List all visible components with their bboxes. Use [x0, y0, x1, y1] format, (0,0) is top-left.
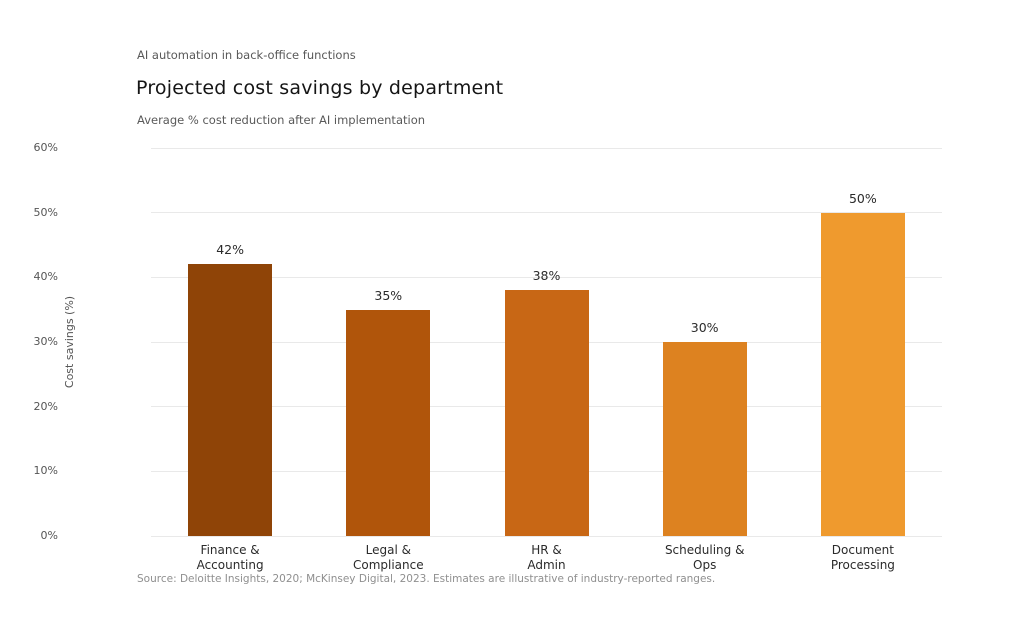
bar-value-label: 42% [216, 242, 244, 258]
y-tick-label: 0% [40, 529, 58, 542]
plot-area: 0% 10% 20% 30% 40% 50% 60% 42% Finance & Accounti… [34, 141, 942, 572]
bar [188, 264, 273, 536]
bar-value-label: 38% [532, 268, 561, 284]
bar [820, 212, 905, 536]
bar-value-label: 30% [690, 320, 719, 335]
y-tick-label: 60% [33, 141, 58, 154]
chart-subtitle: Average % cost reduction after AI implem… [137, 113, 426, 127]
bar [662, 342, 747, 536]
y-tick-label: 50% [33, 205, 58, 219]
bar-value-label: 50% [848, 190, 877, 206]
gridline [151, 147, 942, 149]
chart-title: Projected cost savings by department [136, 77, 504, 99]
gridline [151, 535, 942, 537]
bar [504, 290, 589, 536]
y-tick-label: 40% [33, 270, 58, 284]
x-tick-label: Legal & Compliance [352, 543, 424, 572]
x-tick-label: Scheduling & Ops [664, 543, 745, 572]
gridline [151, 212, 942, 214]
gridline [151, 276, 942, 278]
bar-value-label: 35% [374, 287, 403, 303]
bar [346, 309, 431, 536]
chart-eyebrow: AI automation in back-office functions [137, 48, 356, 62]
source-note: Source: Deloitte Insights, 2020; McKinse… [137, 573, 716, 585]
x-tick-label: HR & Admin [527, 543, 566, 572]
y-tick-label: 30% [33, 335, 58, 348]
y-tick-label: 20% [33, 399, 58, 413]
y-tick-label: 10% [33, 464, 58, 478]
x-tick-label: Finance & Accounting [196, 543, 264, 572]
x-tick-label: Document Processing [830, 543, 895, 572]
